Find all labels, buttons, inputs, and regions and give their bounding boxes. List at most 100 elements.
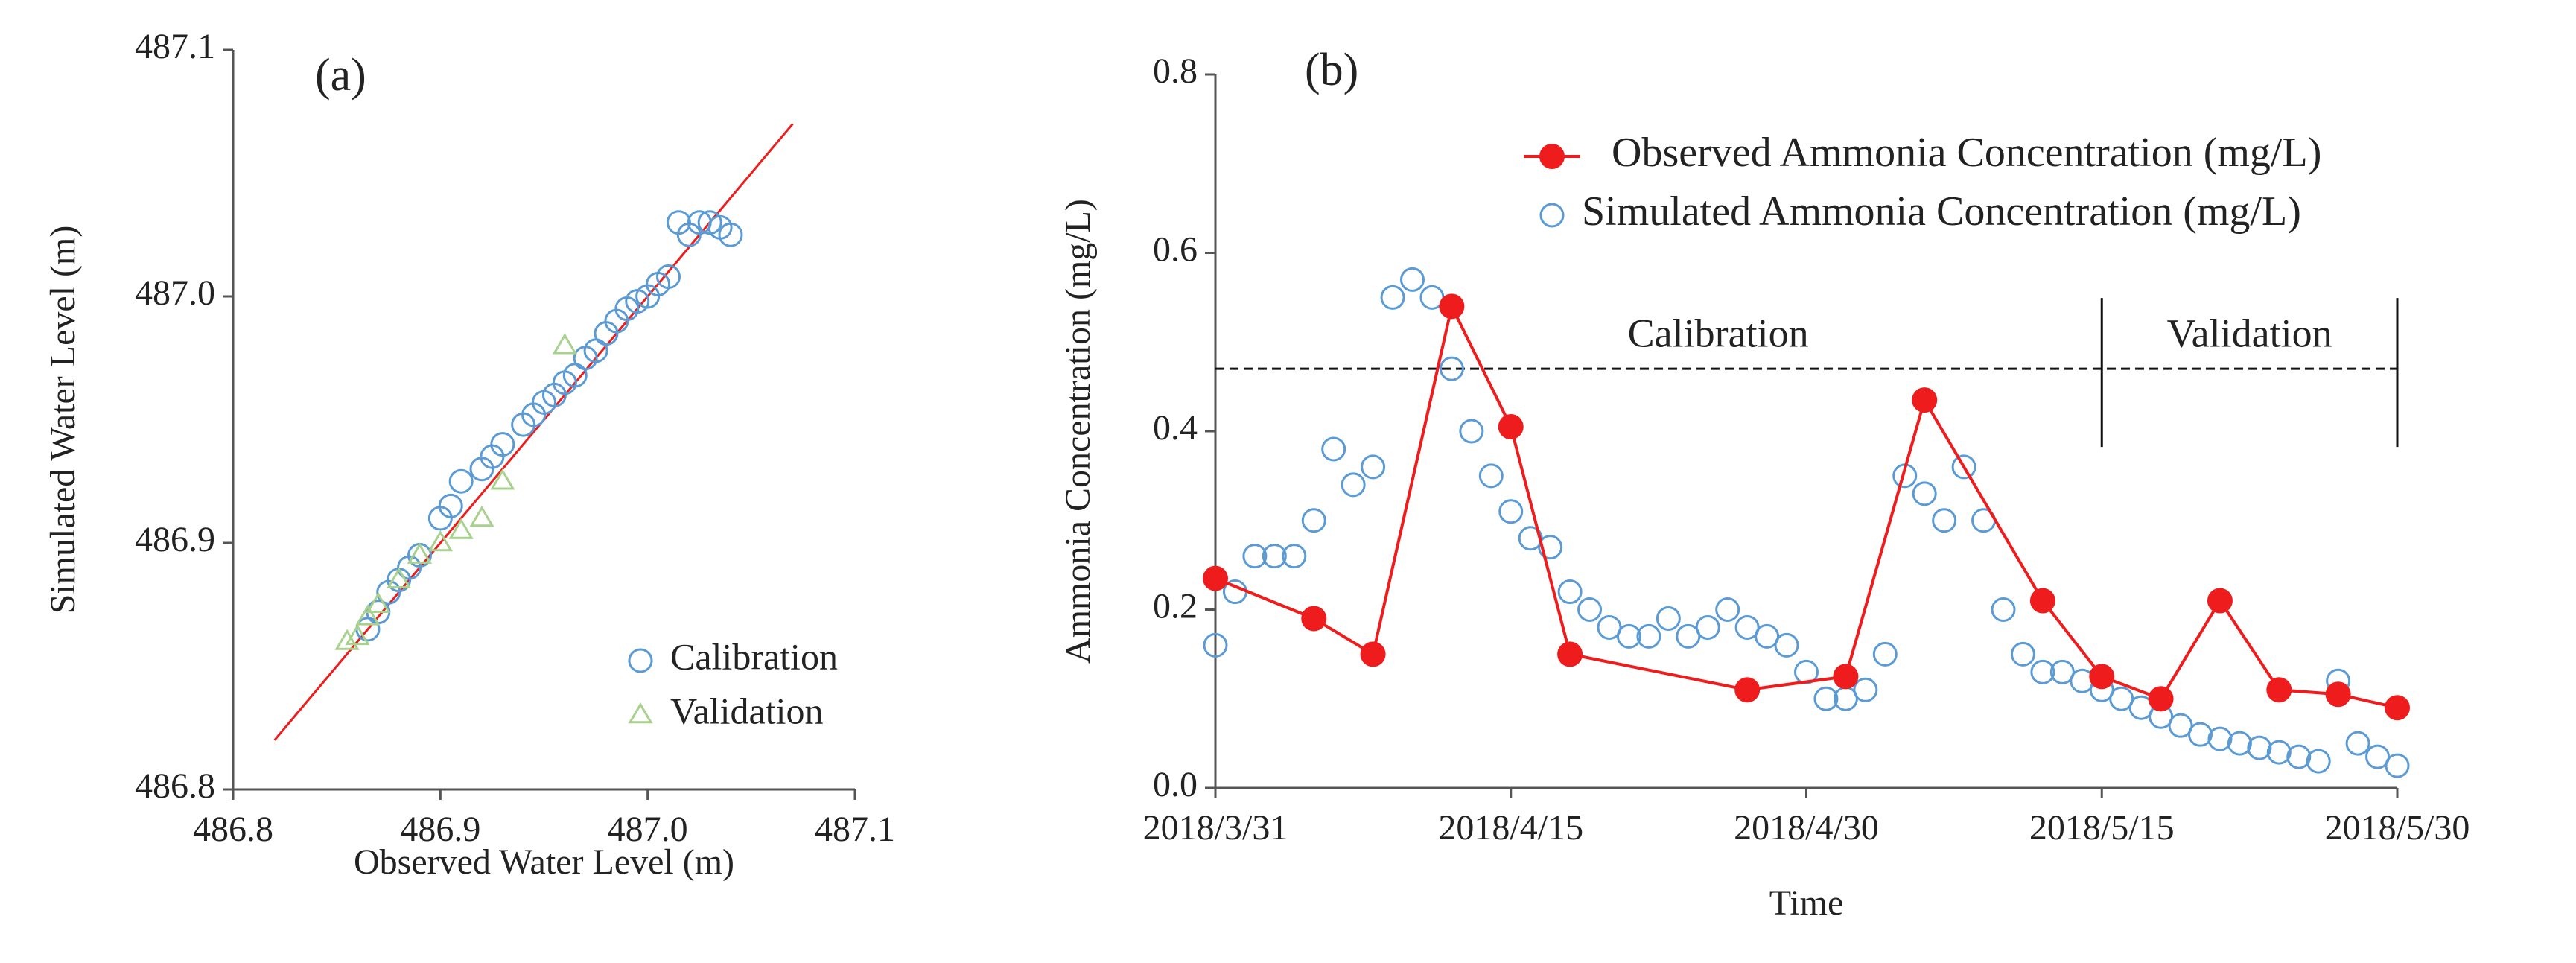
- point: [2385, 753, 2410, 778]
- point: [2385, 695, 2410, 721]
- y-tick-label: 0.4: [1153, 408, 1198, 448]
- point: [1951, 454, 1976, 480]
- point: [2345, 731, 2370, 756]
- point: [2010, 641, 2035, 667]
- point: [490, 468, 515, 490]
- y-tick-label: 0.6: [1153, 230, 1198, 270]
- point: [2266, 677, 2292, 703]
- point: [1380, 285, 1405, 310]
- point: [1478, 463, 1504, 489]
- y-tick-label: 486.9: [135, 520, 215, 559]
- point: [1498, 414, 1524, 440]
- point: [2207, 726, 2233, 751]
- point: [1734, 614, 1760, 640]
- y-tick-label: 487.0: [135, 273, 215, 313]
- point: [1833, 664, 1859, 690]
- point: [438, 493, 463, 518]
- point: [1912, 387, 1938, 413]
- point: [355, 604, 381, 626]
- point: [2306, 749, 2331, 774]
- legend-marker: [1539, 144, 1565, 169]
- point: [1813, 686, 1839, 711]
- point: [407, 542, 433, 564]
- point: [2030, 659, 2055, 684]
- point: [1991, 597, 2016, 622]
- point: [2207, 588, 2233, 614]
- point: [2266, 740, 2292, 765]
- point: [1301, 508, 1326, 533]
- point: [387, 567, 412, 588]
- y-tick-label: 0.2: [1153, 587, 1198, 626]
- point: [1616, 623, 1641, 649]
- point: [1932, 508, 1957, 533]
- point: [1321, 436, 1346, 462]
- point: [1695, 614, 1720, 640]
- point: [490, 432, 515, 457]
- point: [1755, 623, 1780, 649]
- point: [1203, 632, 1228, 658]
- point: [1439, 293, 1465, 320]
- point: [2365, 744, 2391, 769]
- point: [448, 518, 474, 539]
- point: [2148, 686, 2174, 712]
- x-tick-label: 2018/5/30: [2325, 808, 2470, 848]
- point: [656, 264, 681, 290]
- point: [1872, 641, 1898, 667]
- validation-label: Validation: [2167, 311, 2332, 356]
- panel-label: (b): [1305, 45, 1358, 95]
- panel-label: (a): [315, 50, 366, 101]
- x-tick-label: 2018/4/15: [1438, 808, 1583, 848]
- x-tick-label: 486.9: [400, 810, 480, 849]
- point: [552, 333, 577, 355]
- point: [1636, 623, 1661, 649]
- point: [2168, 713, 2193, 738]
- point: [1774, 632, 1799, 658]
- point: [1676, 623, 1701, 649]
- point: [1656, 606, 1681, 631]
- legend-marker: [628, 702, 653, 724]
- point: [448, 468, 474, 494]
- x-axis-title: Observed Water Level (m): [354, 842, 734, 882]
- point: [1557, 579, 1583, 605]
- point: [2089, 664, 2115, 690]
- point: [1518, 526, 1543, 551]
- point: [469, 505, 494, 527]
- point: [1538, 535, 1563, 560]
- x-tick-label: 2018/3/31: [1143, 808, 1288, 848]
- point: [2325, 681, 2351, 708]
- point: [1597, 614, 1622, 640]
- point: [2247, 735, 2272, 760]
- point: [2029, 588, 2055, 614]
- point: [1557, 641, 1583, 667]
- x-tick-label: 487.1: [815, 810, 895, 849]
- point: [345, 623, 370, 646]
- point: [1341, 472, 1366, 498]
- legend-label: Validation: [670, 690, 824, 731]
- point: [1282, 544, 1307, 569]
- point: [1361, 454, 1386, 480]
- point: [1715, 597, 1740, 622]
- legend-label: Observed Ammonia Concentration (mg/L): [1612, 130, 2321, 176]
- point: [2286, 744, 2312, 769]
- point: [718, 222, 743, 247]
- point: [1439, 356, 1464, 381]
- x-tick-label: 487.0: [608, 810, 688, 849]
- y-tick-label: 0.0: [1153, 765, 1198, 804]
- point: [1912, 481, 1937, 506]
- x-tick-label: 2018/5/15: [2029, 808, 2175, 848]
- y-axis-title: Simulated Water Level (m): [43, 226, 83, 614]
- point: [334, 629, 360, 650]
- y-tick-label: 486.8: [135, 766, 215, 806]
- x-tick-label: 486.8: [193, 810, 273, 849]
- point: [1203, 565, 1228, 591]
- y-tick-label: 0.8: [1153, 51, 1198, 91]
- point: [1262, 544, 1287, 569]
- x-axis-title: Time: [1769, 883, 1844, 923]
- point: [1734, 677, 1761, 703]
- legend-marker: [628, 648, 653, 673]
- legend-label: Simulated Ammonia Concentration (mg/L): [1582, 188, 2301, 235]
- y-axis-title: Ammonia Concentration (mg/L): [1058, 199, 1098, 664]
- point: [366, 591, 391, 614]
- point: [2109, 686, 2134, 711]
